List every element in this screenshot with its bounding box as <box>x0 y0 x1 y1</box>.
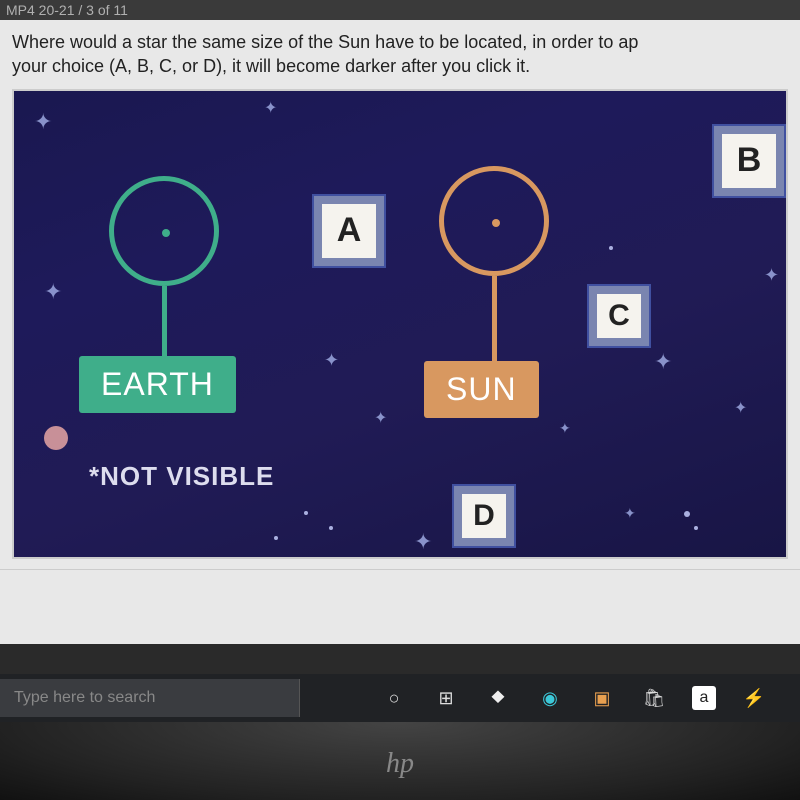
choice-c-label: C <box>608 299 630 333</box>
cortana-icon[interactable]: ○ <box>380 684 408 712</box>
star-dot <box>609 246 613 250</box>
star-decor: ✦ <box>734 401 747 417</box>
earth-label-text: EARTH <box>101 366 214 402</box>
search-input[interactable]: Type here to search <box>0 679 300 717</box>
taskbar-icons: ○ ⊞ ⯁ ◉ ▣ 🛍 a ⚡ <box>380 684 768 712</box>
store-icon[interactable]: 🛍 <box>640 684 668 712</box>
sun-stem <box>492 276 497 361</box>
taskview-icon[interactable]: ⊞ <box>432 684 460 712</box>
star-dot <box>304 511 308 515</box>
edge-icon[interactable]: ◉ <box>536 684 564 712</box>
star-decor: ✦ <box>44 281 62 303</box>
star-decor: ✦ <box>34 111 52 133</box>
star-dot <box>274 536 278 540</box>
star-decor: ✦ <box>374 411 387 427</box>
sun-label: SUN <box>424 361 539 418</box>
star-decor: ✦ <box>654 351 672 373</box>
choice-d[interactable]: D <box>454 486 514 546</box>
doc-position: MP4 20-21 / 3 of 11 <box>6 2 128 18</box>
not-visible-text: *NOT VISIBLE <box>89 461 274 492</box>
star-dot <box>694 526 698 530</box>
star-dot <box>329 526 333 530</box>
choice-a[interactable]: A <box>314 196 384 266</box>
star-decor: ✦ <box>559 421 571 435</box>
star-decor: ✦ <box>764 266 779 284</box>
app-icon[interactable]: ▣ <box>588 684 616 712</box>
star-decor: ✦ <box>414 531 432 553</box>
sun-label-text: SUN <box>446 371 517 407</box>
earth-label: EARTH <box>79 356 236 413</box>
hp-logo: hp <box>386 748 414 780</box>
content-area: Where would a star the same size of the … <box>0 20 800 569</box>
choice-a-label: A <box>337 211 362 250</box>
page-spacer <box>0 569 800 644</box>
power-icon[interactable]: ⚡ <box>740 684 768 712</box>
choice-b-label: B <box>737 141 762 180</box>
search-placeholder: Type here to search <box>14 689 155 706</box>
question-line1: Where would a star the same size of the … <box>12 32 638 52</box>
star-decor: ✦ <box>324 351 339 369</box>
star-dot <box>684 511 690 517</box>
choice-c[interactable]: C <box>589 286 649 346</box>
laptop-bezel: hp <box>0 722 800 800</box>
star-decor: ✦ <box>264 101 277 117</box>
amazon-icon[interactable]: a <box>692 686 716 710</box>
dropbox-icon[interactable]: ⯁ <box>484 684 512 712</box>
pink-dot <box>44 426 68 450</box>
choice-b[interactable]: B <box>714 126 784 196</box>
question-text: Where would a star the same size of the … <box>12 30 788 79</box>
earth-stem <box>162 286 167 356</box>
question-line2: your choice (A, B, C, or D), it will bec… <box>12 56 530 76</box>
sun-center-dot <box>492 219 500 227</box>
earth-center-dot <box>162 229 170 237</box>
star-decor: ✦ <box>624 506 636 520</box>
choice-d-label: D <box>473 499 495 533</box>
windows-taskbar[interactable]: Type here to search ○ ⊞ ⯁ ◉ ▣ 🛍 a ⚡ <box>0 674 800 722</box>
top-status-bar: MP4 20-21 / 3 of 11 <box>0 0 800 20</box>
space-diagram: ✦ ✦ ✦ ✦ ✦ ✦ ✦ ✦ ✦ ✦ ✦ EARTH SUN *NOT VIS… <box>12 89 788 559</box>
